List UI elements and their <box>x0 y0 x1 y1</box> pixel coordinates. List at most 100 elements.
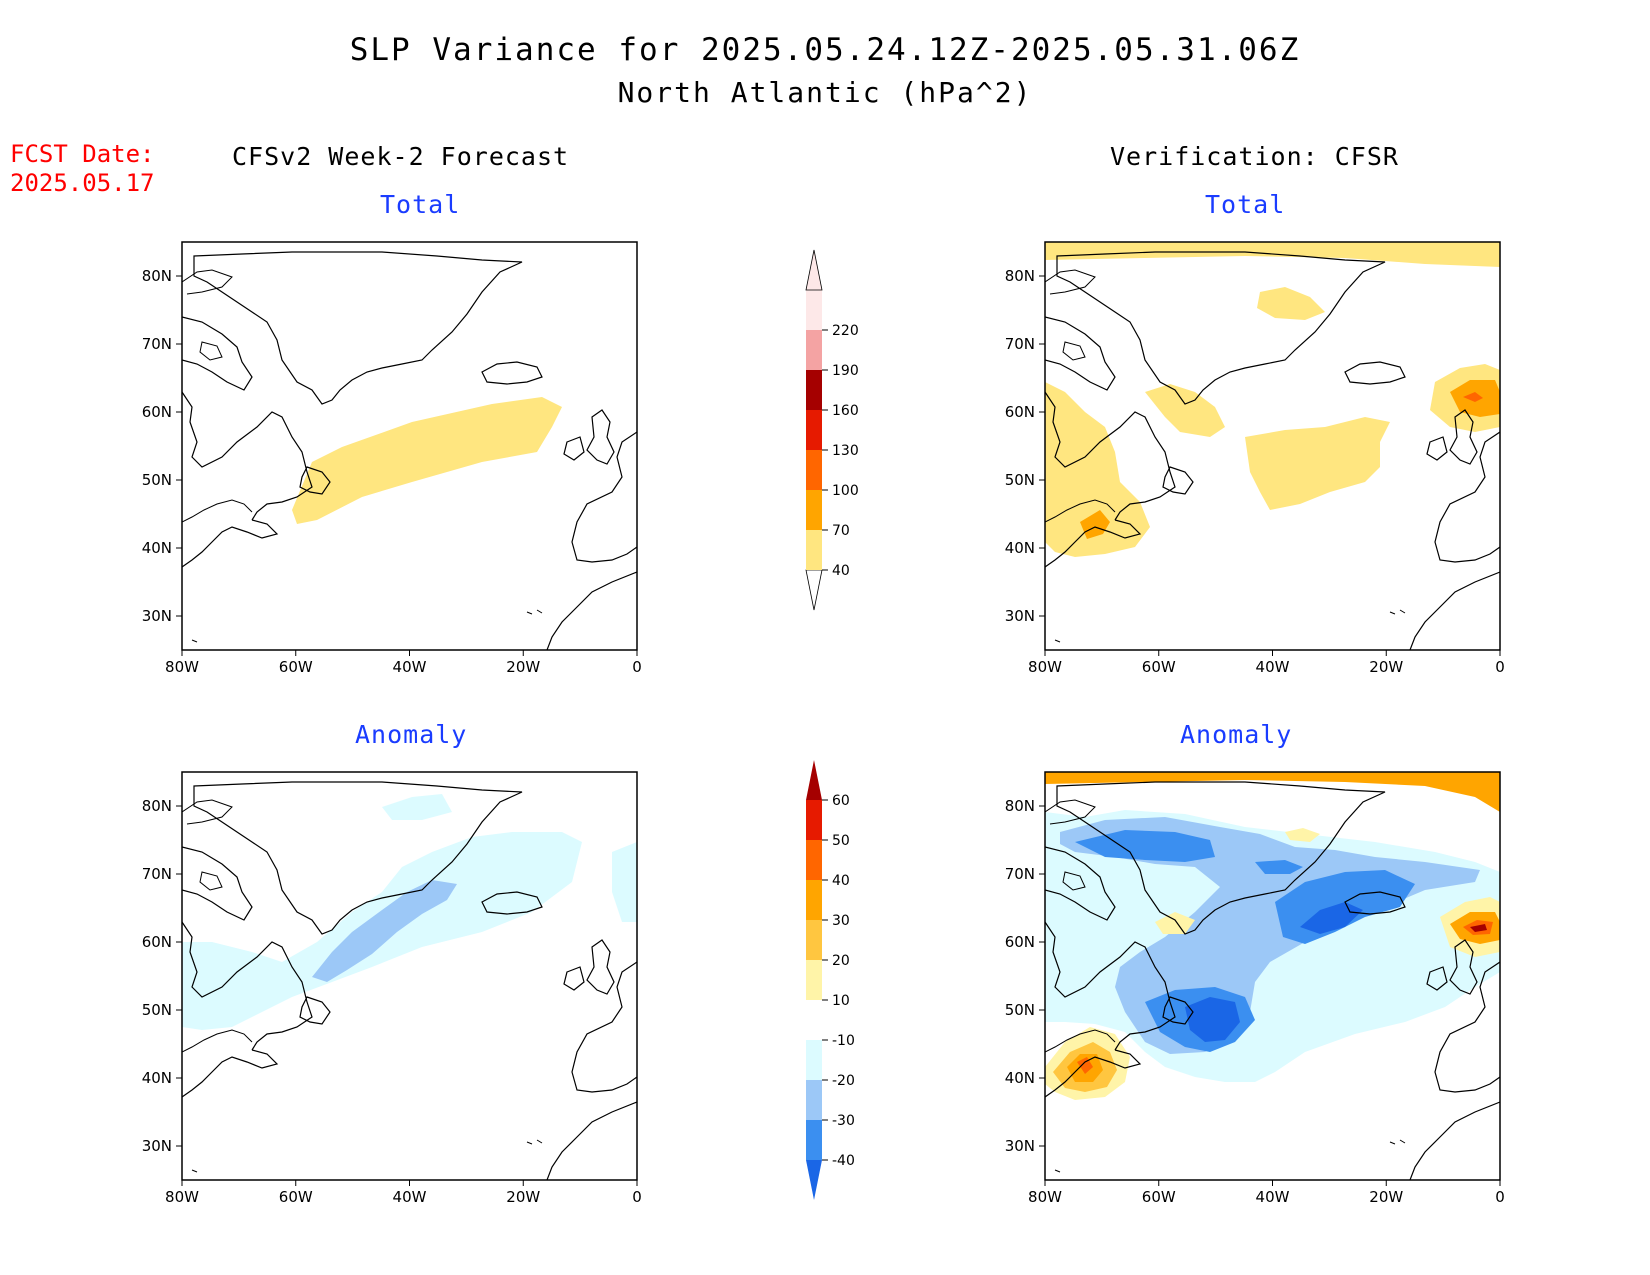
lat-tick-label: 70N <box>1005 335 1035 353</box>
colorbar-extend-low <box>806 1160 822 1200</box>
colorbar-total-label: 70 <box>832 523 850 539</box>
colorbar-total-label: 160 <box>832 403 859 419</box>
lon-tick-label: 0 <box>632 658 642 676</box>
colorbar-swatch <box>806 800 822 840</box>
shaded-contour-region <box>1077 1057 1093 1074</box>
lat-tick-label: 30N <box>142 1137 172 1155</box>
shaded-contour-region <box>312 880 457 982</box>
shaded-contour-region <box>1185 997 1240 1042</box>
lon-tick-label: 80W <box>1028 658 1062 676</box>
colorbar-anomaly-label: 10 <box>832 993 850 1009</box>
lat-tick-label: 40N <box>1005 539 1035 557</box>
lat-tick-label: 30N <box>1005 607 1035 625</box>
shaded-contour-region <box>1300 902 1363 934</box>
lon-tick-label: 20W <box>506 1188 540 1206</box>
lon-tick-label: 60W <box>1142 658 1176 676</box>
colorbar-total-label: 130 <box>832 443 859 459</box>
lon-tick-label: 20W <box>506 658 540 676</box>
lat-tick-label: 50N <box>1005 1001 1035 1019</box>
colorbar-swatch <box>806 960 822 1000</box>
shaded-contour-region <box>382 794 452 820</box>
colorbar-anomaly-label: -40 <box>832 1153 855 1169</box>
colorbar-swatch <box>806 450 822 490</box>
shaded-contour-region <box>1463 392 1483 402</box>
lat-tick-label: 60N <box>142 933 172 951</box>
lon-tick-label: 40W <box>1256 658 1290 676</box>
forecast-date-value: 2025.05.17 <box>10 169 155 197</box>
colorbar-swatch <box>806 880 822 920</box>
panel-subtitle-fcst-anomaly: Anomaly <box>355 720 468 749</box>
lat-tick-label: 30N <box>142 607 172 625</box>
lon-tick-label: 0 <box>1495 658 1505 676</box>
colorbar-swatch <box>806 1120 822 1160</box>
map-panel-fcst-anomaly: 30N 40N 50N 60N 70N 80N 80W 60W 40W 20W 0 <box>142 771 642 1206</box>
lat-tick-label: 70N <box>142 335 172 353</box>
lon-tick-label: 20W <box>1369 1188 1403 1206</box>
colorbar-total-label: 40 <box>832 563 850 579</box>
lat-tick-label: 80N <box>1005 267 1035 285</box>
map-panel-verif-anomaly: 30N 40N 50N 60N 70N 80N 80W 60W 40W 20W 0 <box>1005 771 1505 1206</box>
colorbar-swatch <box>806 840 822 880</box>
lat-tick-label: 80N <box>142 797 172 815</box>
colorbar-swatch <box>806 1080 822 1120</box>
panel-subtitle-fcst-total: Total <box>380 190 461 219</box>
lon-tick-label: 40W <box>1256 1188 1290 1206</box>
forecast-date-label: FCST Date: <box>10 140 155 168</box>
main-subtitle: North Atlantic (hPa^2) <box>617 76 1033 109</box>
colorbar-extend-high <box>805 249 823 291</box>
colorbar-total-label: 190 <box>832 363 859 379</box>
lat-tick-label: 80N <box>142 267 172 285</box>
panel-subtitle-verif-total: Total <box>1205 190 1286 219</box>
lon-tick-label: 0 <box>1495 1188 1505 1206</box>
colorbar-anomaly-label: 50 <box>832 833 850 849</box>
lat-tick-label: 60N <box>1005 933 1035 951</box>
right-column-heading: Verification: CFSR <box>1110 142 1399 171</box>
colorbar-anomaly-label: 20 <box>832 953 850 969</box>
shaded-contour-region <box>292 397 562 524</box>
colorbar-extend-low <box>805 569 823 611</box>
colorbar-swatch <box>806 530 822 570</box>
left-column-heading: CFSv2 Week-2 Forecast <box>232 142 570 171</box>
lon-tick-label: 40W <box>393 658 427 676</box>
lat-tick-label: 40N <box>142 539 172 557</box>
colorbar-extend-high <box>806 760 822 800</box>
colorbar-anomaly-label: -30 <box>832 1113 855 1129</box>
lon-tick-label: 0 <box>632 1188 642 1206</box>
colorbar-anomaly-label: -20 <box>832 1073 855 1089</box>
shaded-contour-region <box>1155 912 1195 934</box>
panel-subtitle-verif-anomaly: Anomaly <box>1180 720 1293 749</box>
shaded-contour-region <box>612 842 637 922</box>
lon-tick-label: 60W <box>1142 1188 1176 1206</box>
map-panel-verif-total: 30N 40N 50N 60N 70N 80N 80W 60W 40W 20W 0 <box>1005 241 1505 676</box>
lon-tick-label: 20W <box>1369 658 1403 676</box>
shaded-contour-region <box>1045 772 1500 812</box>
shaded-contour-region <box>1470 924 1487 932</box>
map-panel-fcst-total: 30N 40N 50N 60N 70N 80N 80W 60W 40W 20W 0 <box>142 241 642 676</box>
lon-tick-label: 40W <box>393 1188 427 1206</box>
colorbar-anomaly-label: -10 <box>832 1033 855 1049</box>
shaded-contour-region <box>1285 828 1320 842</box>
shaded-contour-region <box>1245 417 1390 510</box>
lat-tick-label: 40N <box>142 1069 172 1087</box>
colorbar-total-label: 100 <box>832 483 859 499</box>
shaded-contour-region <box>1045 382 1150 557</box>
shaded-contour-region <box>1255 860 1303 874</box>
shaded-contour-region <box>1145 384 1225 437</box>
lat-tick-label: 50N <box>1005 471 1035 489</box>
lon-tick-label: 80W <box>165 658 199 676</box>
lon-tick-label: 60W <box>279 658 313 676</box>
lat-tick-label: 50N <box>142 1001 172 1019</box>
lat-tick-label: 50N <box>142 471 172 489</box>
colorbar-anomaly-label: 30 <box>832 913 850 929</box>
colorbar-swatch <box>806 290 822 330</box>
shaded-contour-region <box>1257 287 1325 320</box>
colorbar-total: 40 70 100 130 160 190 220 <box>805 249 859 611</box>
colorbar-swatch <box>806 410 822 450</box>
colorbar-swatch <box>806 370 822 410</box>
colorbar-swatch <box>806 1000 822 1040</box>
colorbar-swatch <box>806 1040 822 1080</box>
lat-tick-label: 40N <box>1005 1069 1035 1087</box>
colorbar-swatch <box>806 330 822 370</box>
colorbar-anomaly: -40 -30 -20 -10 10 20 30 40 50 60 <box>806 760 855 1200</box>
lon-tick-label: 80W <box>1028 1188 1062 1206</box>
